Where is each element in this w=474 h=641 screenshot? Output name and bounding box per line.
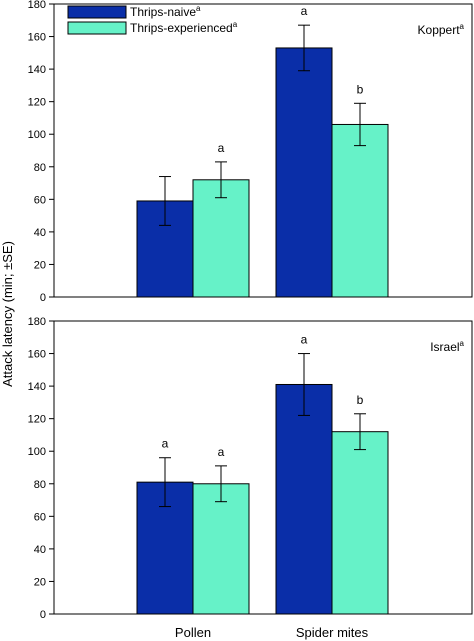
- significance-letter: a: [301, 4, 308, 18]
- significance-letter: a: [162, 437, 169, 451]
- legend-entry-sup: a: [196, 4, 201, 13]
- y-tick-label: 0: [40, 292, 46, 304]
- y-tick-label: 140: [28, 64, 46, 76]
- y-tick-label: 20: [34, 259, 46, 271]
- legend-entry-sup: a: [233, 20, 238, 29]
- panel-label-sup: a: [460, 339, 465, 348]
- panel-label-text: Koppert: [418, 23, 461, 37]
- category-labels: Pollen Spider mites: [175, 625, 369, 640]
- y-tick-label: 60: [34, 511, 46, 523]
- y-tick-label: 100: [28, 129, 46, 141]
- bar: [275, 47, 333, 298]
- panel-label: Israela: [430, 339, 464, 354]
- legend-swatch: [67, 5, 127, 19]
- y-tick-label: 180: [28, 316, 46, 328]
- y-tick-label: 160: [28, 32, 46, 44]
- y-tick-label: 60: [34, 194, 46, 206]
- significance-letter: a: [218, 141, 225, 155]
- bar: [331, 123, 389, 298]
- plot-frame: [53, 320, 473, 615]
- y-tick-label: 120: [28, 97, 46, 109]
- panel-label-text: Israel: [430, 340, 459, 354]
- y-tick-label: 180: [28, 0, 46, 11]
- y-tick-label: 40: [34, 227, 46, 239]
- significance-letter: b: [357, 82, 364, 96]
- y-tick-label: 100: [28, 446, 46, 458]
- legend-entry: Thrips-naivea: [130, 4, 201, 19]
- panel-label: Kopperta: [418, 22, 465, 37]
- legend-entry: Thrips-experienceda: [130, 20, 238, 35]
- y-tick-label: 20: [34, 576, 46, 588]
- y-tick-label: 40: [34, 544, 46, 556]
- y-tick-label: 160: [28, 349, 46, 361]
- legend-entry-name: Thrips-experienced: [130, 21, 233, 35]
- bar: [192, 179, 250, 298]
- y-tick-label: 80: [34, 162, 46, 174]
- panel-label-sup: a: [460, 22, 465, 31]
- significance-letter: a: [301, 333, 308, 347]
- legend-swatch: [67, 21, 127, 35]
- bar: [275, 383, 333, 615]
- y-tick-label: 0: [40, 609, 46, 621]
- y-tick-label: 80: [34, 479, 46, 491]
- bar: [192, 483, 250, 615]
- category-label: Pollen: [175, 625, 211, 640]
- plot-frame: [53, 3, 473, 298]
- category-label: Spider mites: [296, 625, 369, 640]
- significance-letter: a: [218, 445, 225, 459]
- y-axis-label: Attack latency (min; ±SE): [0, 241, 15, 387]
- y-tick-label: 140: [28, 381, 46, 393]
- y-tick-label: 120: [28, 414, 46, 426]
- legend-entry-name: Thrips-naive: [130, 5, 196, 19]
- bar: [331, 431, 389, 615]
- significance-letter: b: [357, 393, 364, 407]
